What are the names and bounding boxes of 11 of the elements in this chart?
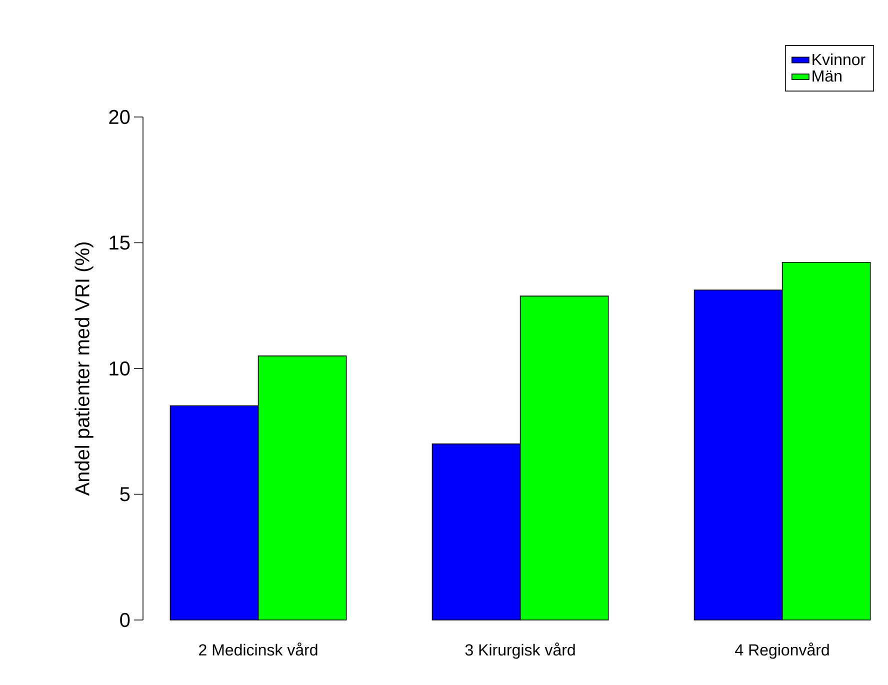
y-tick-label: 15 bbox=[110, 236, 130, 250]
x-tick-label: 2 Medicinsk vård bbox=[199, 642, 318, 656]
y-tick-label: 20 bbox=[109, 110, 130, 124]
legend-label: Kvinnor bbox=[812, 53, 866, 66]
legend-label: Män bbox=[812, 70, 842, 82]
y-tick-label: 5 bbox=[120, 487, 130, 502]
y-tick-label: 10 bbox=[110, 361, 130, 376]
y-axis-title: Andel patienter med VRI (%) bbox=[74, 242, 94, 496]
y-tick-label: 0 bbox=[120, 612, 130, 628]
x-tick-label: 3 Kirurgisk vård bbox=[465, 642, 575, 659]
x-tick-label: 4 Regionvård bbox=[735, 642, 829, 659]
